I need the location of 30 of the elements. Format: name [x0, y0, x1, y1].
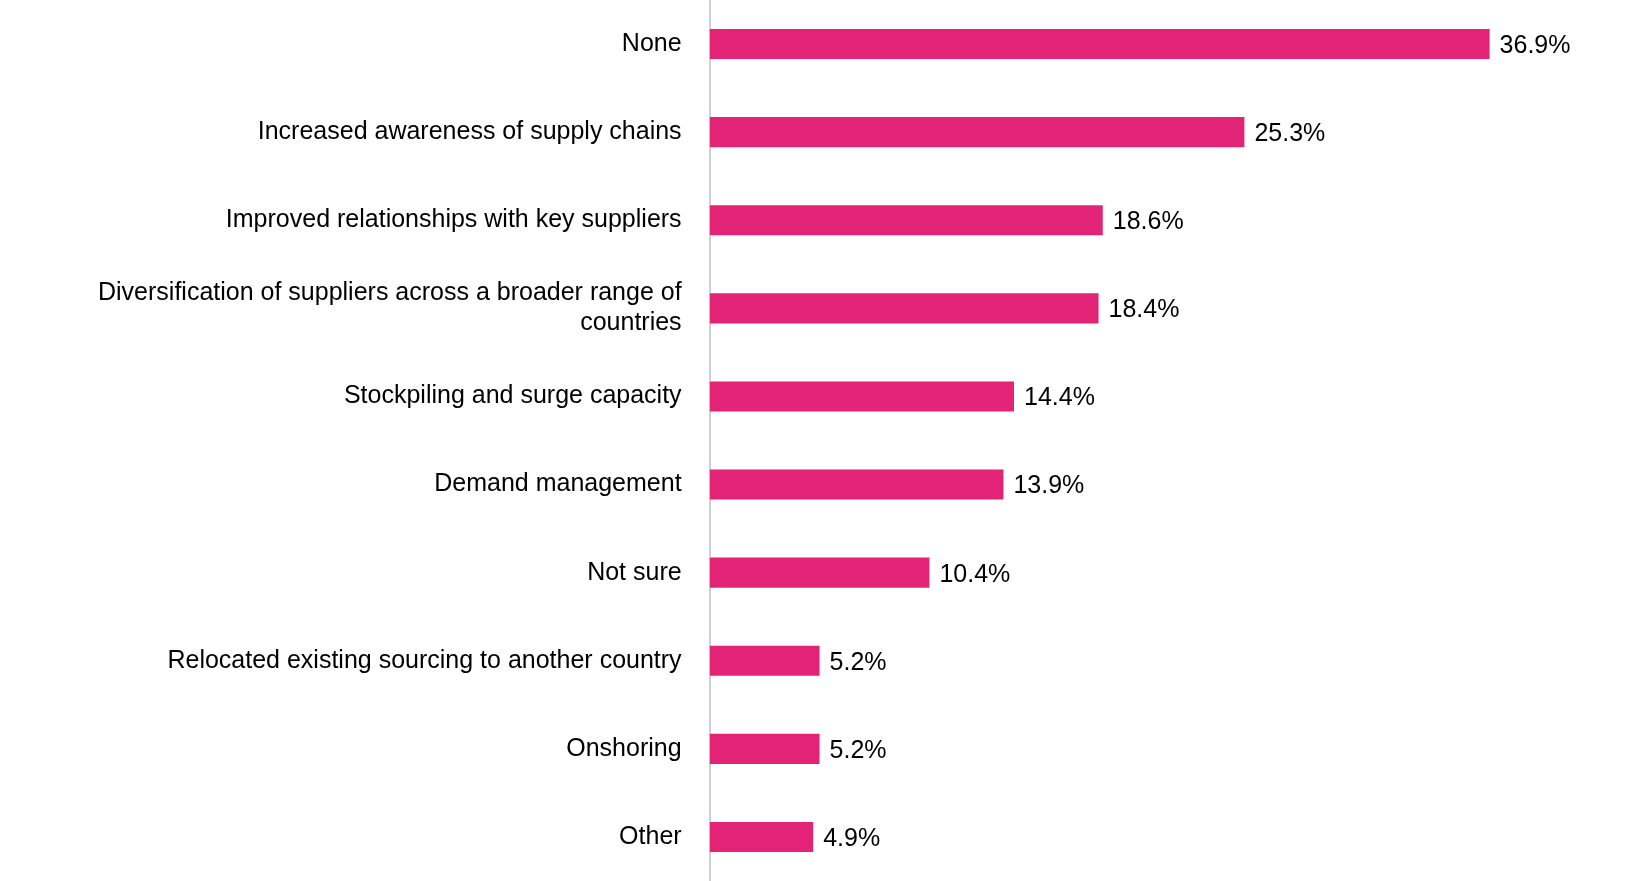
y-tick-label: None	[621, 27, 682, 56]
data-label: 18.6%	[1112, 206, 1184, 235]
data-label: 18.4%	[1108, 294, 1180, 323]
bar	[709, 557, 930, 588]
y-tick-label: Stockpiling and surge capacity	[343, 380, 683, 409]
data-label: 25.3%	[1254, 118, 1326, 147]
bar	[709, 205, 1103, 236]
bar	[709, 381, 1014, 412]
data-label: 10.4%	[939, 558, 1011, 587]
bar	[709, 293, 1099, 324]
y-tick-label: Increased awareness of supply chains	[257, 116, 682, 145]
data-label: 13.9%	[1013, 470, 1085, 499]
data-label: 36.9%	[1499, 29, 1571, 58]
data-label: 5.2%	[829, 646, 887, 675]
y-tick-label: Other	[619, 820, 682, 849]
bar	[709, 117, 1245, 148]
bar	[709, 645, 820, 676]
bar	[709, 469, 1004, 500]
bar	[709, 28, 1490, 60]
y-tick-label: Onshoring	[566, 732, 682, 761]
data-label: 4.9%	[823, 822, 881, 851]
y-tick-label: Diversification of suppliers across a broader range of countries	[97, 277, 682, 336]
y-tick-label: Demand management	[434, 468, 682, 497]
data-label: 14.4%	[1024, 382, 1095, 411]
bar	[709, 733, 820, 764]
y-tick-label: Improved relationships with key suppliers	[225, 204, 682, 233]
bar	[709, 821, 814, 853]
y-tick-label: Relocated existing sourcing to another country	[167, 644, 683, 673]
data-label: 5.2%	[829, 734, 887, 763]
y-tick-label: Not sure	[587, 556, 682, 585]
